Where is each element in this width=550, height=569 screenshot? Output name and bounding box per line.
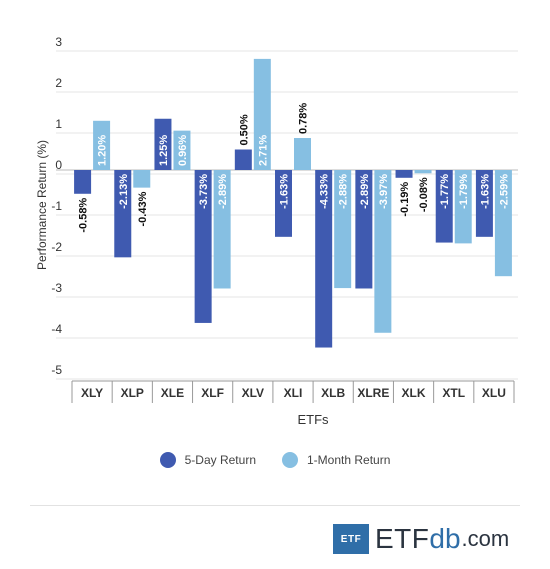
data-label: 1.20% [97,135,109,166]
legend-item-1-month: 1-Month Return [282,452,390,468]
x-tick-label: XLV [242,386,264,400]
y-tick-label: -5 [51,363,62,377]
bar-1-month [93,120,111,170]
y-tick-label: 0 [55,158,62,172]
x-tick-label: XLP [121,386,144,400]
etfdb-logo-etf: ETF [375,523,430,554]
etfdb-logo: ETF ETF db .com [333,523,509,555]
x-tick-label: XLI [284,386,303,400]
data-label: -2.13% [118,174,130,209]
y-tick-label: -2 [51,240,62,254]
data-label: -4.33% [319,174,331,209]
y-tick-label: -1 [51,199,62,213]
x-tick-label: XLRE [357,386,389,400]
bar-chart: 3 2 1 0 -1 -2 -3 -4 -5 Performance Return (%) XLY -… [35,35,518,427]
bar-1-month [133,170,151,188]
bar-5-day [435,170,453,243]
etfdb-logo-box: ETF [333,524,369,554]
x-tick-label: XLK [402,386,426,400]
footer-divider [30,505,520,506]
bar-5-day [395,170,413,178]
etfdb-logo-tld: .com [461,526,510,551]
data-label: 2.71% [257,135,269,166]
bar-1-month [213,170,231,289]
y-tick-label: -3 [51,281,62,295]
bar-5-day [154,118,172,170]
bar-5-day [74,170,92,194]
bar-5-day [355,170,373,289]
x-tick-label: XLE [161,386,184,400]
data-label: -2.89% [217,174,229,209]
x-tick-label: XTL [442,386,465,400]
bar-5-day [194,170,212,323]
data-label: 0.50% [238,114,250,145]
y-tick-label: 2 [55,76,62,90]
data-label: -0.58% [78,198,90,233]
data-label: -3.73% [198,174,210,209]
bar-5-day [114,170,132,258]
bar-5-day [475,170,493,237]
x-tick-label: XLY [81,386,103,400]
legend-swatch-5-day [159,452,176,468]
data-label: -0.19% [399,182,411,217]
legend-swatch-1-month [282,452,298,468]
bar-1-month [334,170,352,289]
data-label: -1.63% [479,174,491,209]
x-tick-label: XLF [201,386,224,400]
data-label: -2.59% [498,174,510,209]
x-tick-label: XLU [482,386,506,400]
y-tick-label: 1 [55,117,62,131]
legend-label-1-month: 1-Month Return [307,453,391,467]
legend-item-5-day: 5-Day Return [159,452,256,468]
x-tick-label: XLB [321,386,345,400]
bar-1-month [494,170,512,277]
legend: 5-Day Return 1-Month Return [0,452,550,468]
data-label: 0.96% [177,135,189,166]
bar-1-month [454,170,472,244]
data-label: -2.89% [359,174,371,209]
data-label: -0.08% [418,177,430,212]
bar-1-month [294,138,311,170]
data-label: 1.25% [158,135,170,166]
data-label: -2.88% [338,174,350,209]
data-label: -1.77% [439,174,451,209]
bar-5-day [315,170,333,348]
bar-5-day [275,170,292,237]
legend-label-5-day: 5-Day Return [184,453,256,467]
etfdb-logo-db: db [429,523,461,554]
bar-1-month [414,170,432,174]
y-tick-label: -4 [51,322,62,336]
bar-1-month [253,58,271,170]
bar-5-day [234,149,252,170]
y-axis-title: Performance Return (%) [35,140,49,270]
data-label: -0.43% [137,191,149,226]
bar-1-month [173,130,191,170]
y-tick-label: 3 [55,35,62,49]
data-label: -1.79% [458,174,470,209]
data-label: -3.97% [378,174,390,209]
data-label: -1.63% [279,174,291,209]
bar-1-month [374,170,392,333]
x-axis-title: ETFs [297,412,329,427]
data-label: 0.78% [298,103,310,134]
